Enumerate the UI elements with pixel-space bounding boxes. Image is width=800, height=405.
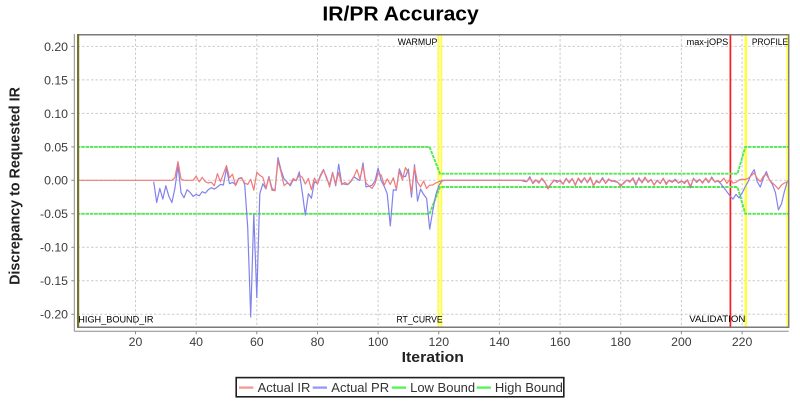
svg-text:80: 80 <box>311 335 325 349</box>
svg-text:max-jOPS: max-jOPS <box>687 37 729 48</box>
svg-text:Iteration: Iteration <box>402 350 464 366</box>
svg-text:0.00: 0.00 <box>44 174 68 188</box>
svg-text:20: 20 <box>129 335 143 349</box>
svg-text:Low Bound: Low Bound <box>410 380 475 395</box>
svg-text:HIGH_BOUND_IR: HIGH_BOUND_IR <box>78 314 153 325</box>
svg-text:VALIDATION: VALIDATION <box>689 314 745 325</box>
svg-text:-0.10: -0.10 <box>40 241 68 255</box>
svg-text:200: 200 <box>671 335 692 349</box>
svg-text:Actual PR: Actual PR <box>331 380 389 395</box>
svg-text:0.10: 0.10 <box>44 107 68 121</box>
svg-text:220: 220 <box>732 335 753 349</box>
svg-text:Discrepancy to Requested IR: Discrepancy to Requested IR <box>8 86 24 285</box>
svg-text:120: 120 <box>429 335 450 349</box>
svg-text:RT_CURVE: RT_CURVE <box>397 314 443 325</box>
svg-text:Actual IR: Actual IR <box>258 380 311 395</box>
svg-text:140: 140 <box>489 335 510 349</box>
svg-text:0.20: 0.20 <box>44 40 68 54</box>
svg-text:60: 60 <box>250 335 264 349</box>
svg-text:-0.20: -0.20 <box>40 308 68 322</box>
svg-text:160: 160 <box>550 335 571 349</box>
svg-text:-0.05: -0.05 <box>40 207 68 221</box>
svg-text:0.05: 0.05 <box>44 140 68 154</box>
svg-text:100: 100 <box>368 335 389 349</box>
svg-text:-0.15: -0.15 <box>40 274 68 288</box>
svg-text:40: 40 <box>189 335 203 349</box>
svg-text:180: 180 <box>610 335 631 349</box>
svg-text:0.15: 0.15 <box>44 73 68 87</box>
svg-text:PROFILE: PROFILE <box>752 37 788 48</box>
svg-text:WARMUP: WARMUP <box>398 37 438 48</box>
svg-text:IR/PR Accuracy: IR/PR Accuracy <box>322 3 479 26</box>
svg-text:High Bound: High Bound <box>495 380 563 395</box>
